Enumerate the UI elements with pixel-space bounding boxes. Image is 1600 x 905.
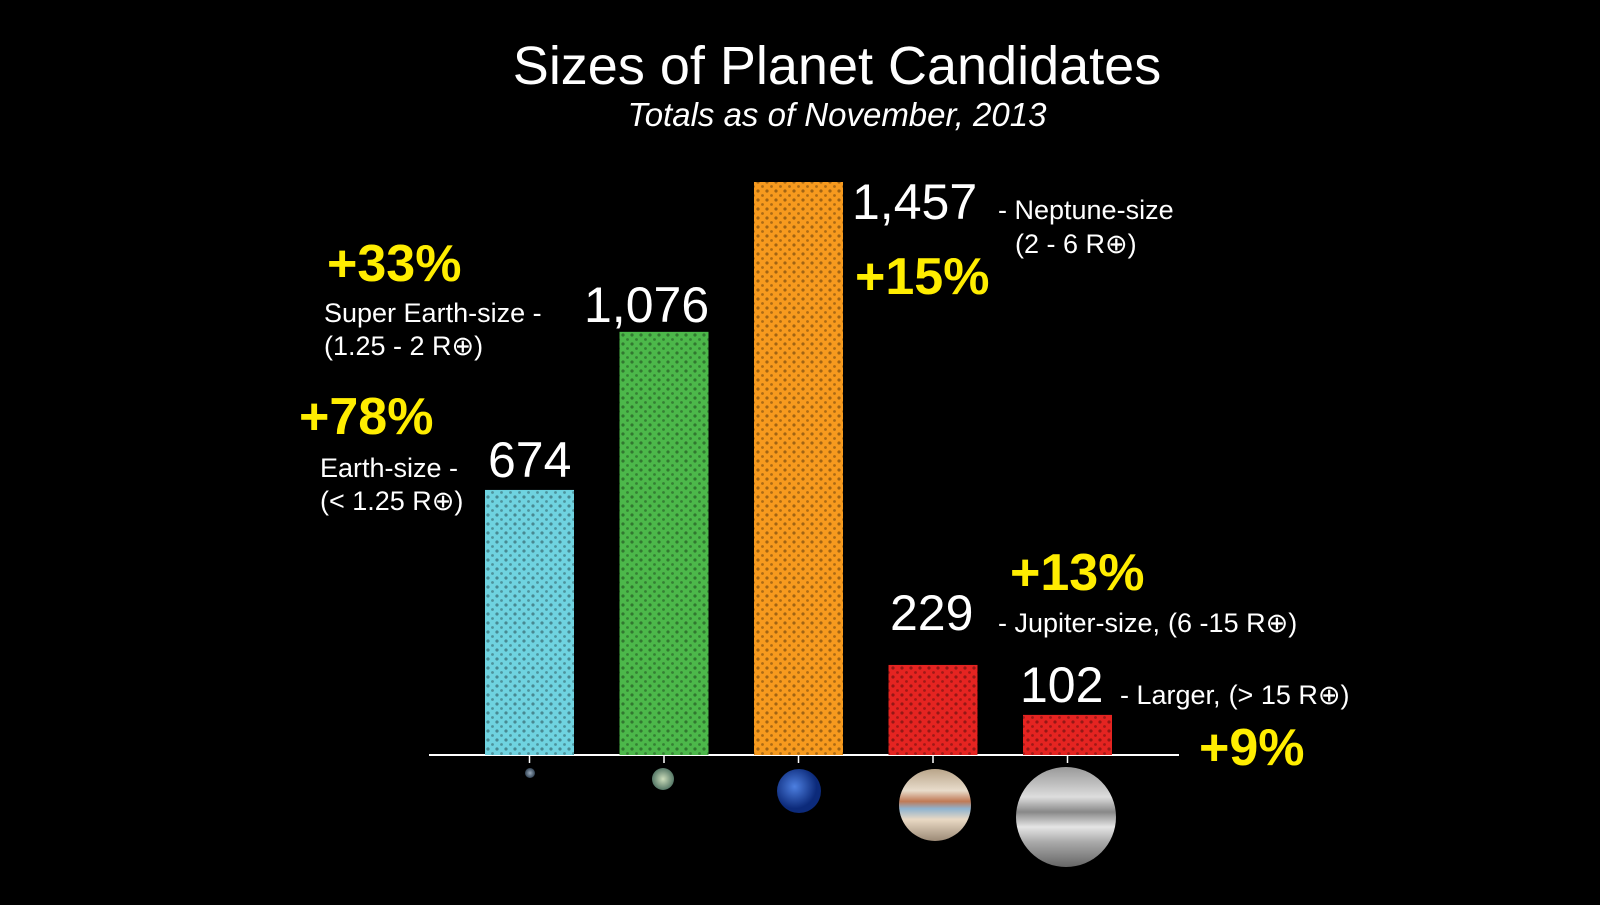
chart-subtitle: Totals as of November, 2013 bbox=[628, 96, 1048, 133]
bar-texture bbox=[485, 489, 574, 755]
range-label: (2 - 6 R⊕) bbox=[1015, 229, 1137, 259]
jupiter-icon bbox=[899, 769, 971, 841]
planet-icons bbox=[525, 767, 1116, 867]
bar-texture bbox=[888, 664, 978, 755]
large-planet-icon bbox=[1016, 767, 1116, 867]
range-label: (< 1.25 R⊕) bbox=[320, 486, 463, 516]
category-label: - Neptune-size bbox=[998, 195, 1174, 225]
category-range-label: - Larger, (> 15 R⊕) bbox=[1120, 680, 1349, 710]
super-earth-icon bbox=[652, 768, 674, 790]
range-label: (6 -15 R⊕) bbox=[1168, 608, 1297, 638]
earth-icon bbox=[525, 768, 535, 778]
growth-label: +9% bbox=[1199, 719, 1305, 777]
bar-texture bbox=[754, 182, 843, 755]
range-label: (1.25 - 2 R⊕) bbox=[324, 331, 483, 361]
category-label: Earth-size - bbox=[320, 453, 458, 483]
category-range-label: - Jupiter-size, (6 -15 R⊕) bbox=[998, 608, 1297, 638]
value-label: 1,457 bbox=[852, 174, 977, 230]
bar-texture bbox=[1023, 714, 1112, 755]
growth-label: +78% bbox=[299, 388, 433, 446]
chart-title: Sizes of Planet Candidates bbox=[513, 36, 1161, 96]
growth-label: +13% bbox=[1010, 544, 1144, 602]
value-label: 229 bbox=[890, 585, 973, 641]
value-label: 674 bbox=[488, 432, 571, 488]
growth-label: +33% bbox=[327, 235, 461, 293]
category-label: - Larger, bbox=[1120, 680, 1221, 710]
neptune-icon bbox=[777, 769, 821, 813]
range-label: (> 15 R⊕) bbox=[1229, 680, 1350, 710]
category-label: Super Earth-size - bbox=[324, 298, 542, 328]
growth-label: +15% bbox=[855, 248, 989, 306]
category-label: - Jupiter-size, bbox=[998, 608, 1160, 638]
value-label: 1,076 bbox=[584, 277, 709, 333]
value-label: 102 bbox=[1020, 657, 1103, 713]
bar-texture bbox=[619, 331, 709, 755]
